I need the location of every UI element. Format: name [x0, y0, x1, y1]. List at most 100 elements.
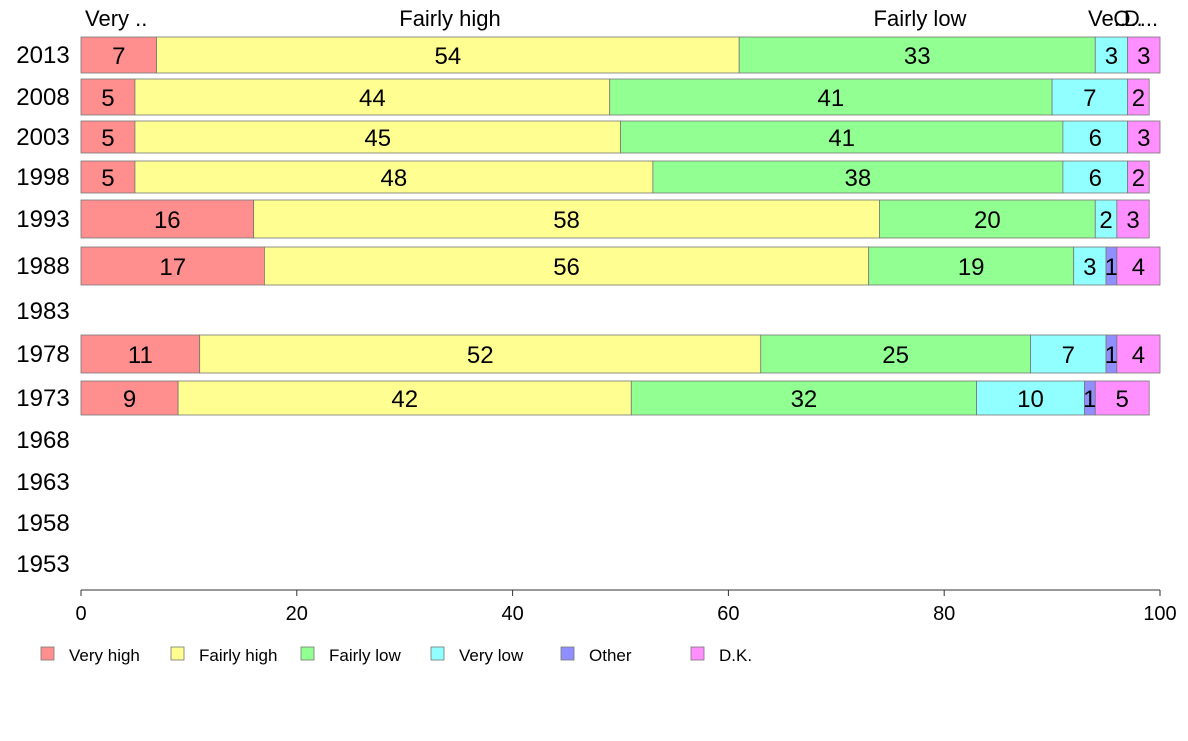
x-tick-label: 100	[1143, 603, 1176, 625]
bar-value-label: 58	[553, 207, 580, 234]
bar-value-label: 17	[159, 254, 186, 281]
bar-segment	[1127, 78, 1150, 116]
year-label: 1998	[16, 164, 69, 191]
x-tick-label: 20	[286, 603, 308, 625]
bar-segment	[1127, 120, 1161, 154]
bar-value-label: 19	[958, 254, 985, 281]
bar-segment	[1030, 334, 1107, 374]
bar-value-label: 45	[364, 125, 391, 152]
bar-segment	[177, 380, 632, 416]
bar-segment	[80, 246, 265, 286]
bar-value-label: 4	[1132, 254, 1145, 281]
legend-swatch	[40, 646, 55, 661]
series-header-label: Fairly low	[874, 6, 967, 31]
bar-value-label: 7	[1062, 342, 1075, 369]
bar-segment	[1116, 334, 1161, 374]
bar-value-label: 3	[1137, 43, 1150, 70]
bar-segment	[976, 380, 1085, 416]
bar-value-label: 5	[101, 85, 114, 112]
bar-segment	[1094, 36, 1129, 74]
bar-segment	[760, 334, 1031, 374]
bar-value-label: 42	[391, 386, 418, 413]
bar-value-label: 56	[553, 254, 580, 281]
bar-value-label: 1	[1105, 254, 1118, 281]
bar-segment	[80, 120, 136, 154]
year-label: 1978	[16, 341, 69, 368]
series-header-label: Ve..	[1088, 6, 1126, 31]
bar-value-label: 3	[1105, 43, 1118, 70]
bar-value-label: 5	[1116, 386, 1129, 413]
bar-segment	[1051, 78, 1129, 116]
bar-segment	[253, 199, 880, 239]
bar-segment	[80, 78, 136, 116]
bar-value-label: 38	[845, 165, 872, 192]
bar-segment	[134, 78, 611, 116]
bar-value-label: 20	[974, 207, 1001, 234]
bar-segment	[1062, 160, 1129, 194]
bar-value-label: 6	[1089, 165, 1102, 192]
bar-segment	[134, 160, 654, 194]
year-label: 1993	[16, 206, 69, 233]
year-label: 2013	[16, 42, 69, 69]
year-label: 2008	[16, 84, 69, 111]
bar-value-label: 52	[467, 342, 494, 369]
year-label: 1973	[16, 385, 69, 412]
bar-segment	[264, 246, 870, 286]
bar-value-label: 5	[101, 165, 114, 192]
legend-label: Fairly low	[329, 646, 402, 665]
bar-segment	[199, 334, 762, 374]
series-header-label: Very ..	[85, 6, 147, 31]
bar-value-label: 7	[1083, 85, 1096, 112]
legend-swatch	[560, 646, 575, 661]
bar-value-label: 3	[1083, 254, 1096, 281]
x-tick-label: 60	[717, 603, 739, 625]
bar-segment	[652, 160, 1064, 194]
bar-value-label: 5	[101, 125, 114, 152]
bar-value-label: 9	[123, 386, 136, 413]
bar-segment	[1094, 380, 1150, 416]
bar-value-label: 3	[1137, 125, 1150, 152]
bar-segment	[1062, 120, 1129, 154]
legend-label: Other	[589, 646, 632, 665]
year-label: 1983	[16, 298, 69, 325]
legend-swatch	[170, 646, 185, 661]
bar-value-label: 4	[1132, 342, 1145, 369]
bar-value-label: 25	[882, 342, 909, 369]
bar-segment	[80, 160, 136, 194]
bar-value-label: 16	[154, 207, 181, 234]
bar-value-label: 11	[128, 342, 153, 369]
series-header-label: Fairly high	[399, 6, 500, 31]
bar-value-label: 41	[828, 125, 855, 152]
bar-value-label: 1	[1083, 386, 1096, 413]
bar-value-label: 2	[1132, 165, 1145, 192]
bar-value-label: 1	[1105, 342, 1118, 369]
x-tick-label: 40	[501, 603, 523, 625]
bar-segment	[1127, 160, 1150, 194]
year-label: 1988	[16, 253, 69, 280]
bar-segment	[80, 334, 201, 374]
bar-segment	[1127, 36, 1161, 74]
year-label: 1968	[16, 427, 69, 454]
bar-value-label: 33	[904, 43, 931, 70]
bar-value-label: 2	[1132, 85, 1145, 112]
bar-value-label: 10	[1017, 386, 1044, 413]
bar-segment	[609, 78, 1053, 116]
bar-segment	[1116, 246, 1161, 286]
bar-value-label: 32	[791, 386, 818, 413]
bar-segment	[80, 380, 179, 416]
series-header-label: O..	[1113, 6, 1142, 31]
legend-swatch	[690, 646, 705, 661]
series-header-label: D...	[1124, 6, 1158, 31]
bar-value-label: 48	[381, 165, 408, 192]
legend-swatch	[300, 646, 315, 661]
bar-segment	[134, 120, 621, 154]
bar-value-label: 7	[112, 43, 125, 70]
legend-label: D.K.	[719, 646, 752, 665]
bar-value-label: 41	[818, 85, 845, 112]
bar-segment	[1116, 199, 1150, 239]
legend-label: Very low	[459, 646, 524, 665]
bar-value-label: 2	[1099, 207, 1112, 234]
legend-swatch	[430, 646, 445, 661]
year-label: 1963	[16, 469, 69, 496]
